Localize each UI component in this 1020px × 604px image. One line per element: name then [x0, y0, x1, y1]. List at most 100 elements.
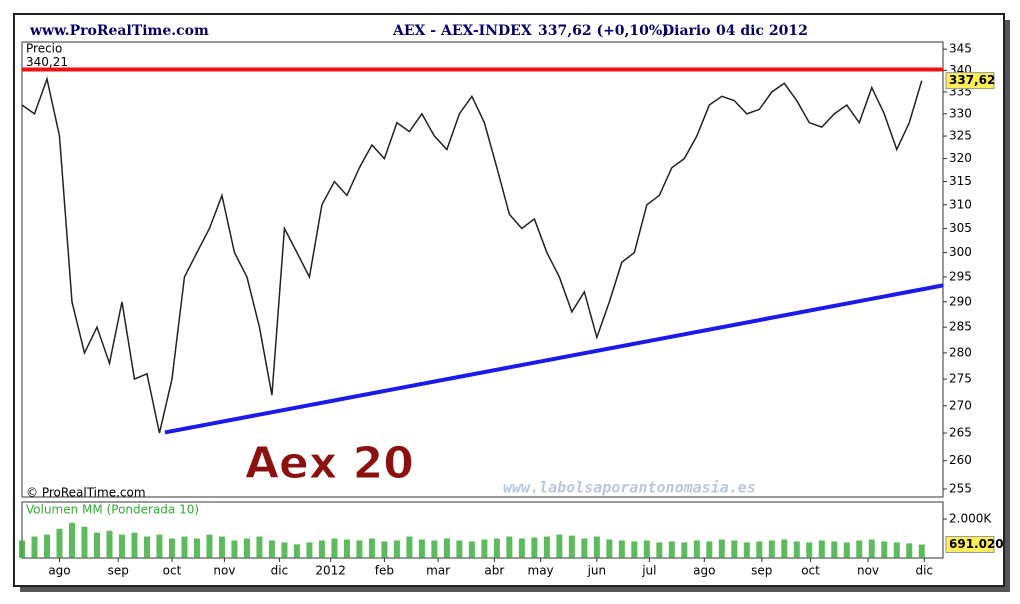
resistance-label: 340,21	[26, 55, 68, 69]
volume-bar	[243, 538, 250, 558]
volume-bar	[768, 540, 775, 558]
volume-bar	[693, 540, 700, 558]
x-tick-label: jul	[641, 564, 656, 578]
volume-bar	[256, 536, 263, 558]
volume-bar	[756, 541, 763, 558]
volume-bar	[856, 540, 863, 558]
volume-bar	[681, 542, 688, 558]
volume-bar	[568, 535, 575, 558]
x-tick-label: oct	[163, 564, 182, 578]
volume-bar	[918, 544, 925, 558]
volume-bar	[643, 540, 650, 558]
volume-bar	[518, 538, 525, 558]
quote: 337,62 (+0,10%)	[538, 23, 669, 39]
volume-bar	[31, 536, 38, 558]
volume-bar	[906, 543, 913, 558]
y-tick-label: 345	[949, 42, 972, 56]
volume-bar	[206, 534, 213, 558]
y-tick-label: 330	[949, 106, 972, 120]
volume-bar	[93, 532, 100, 558]
volume-bar	[493, 538, 500, 558]
volume-bar	[218, 536, 225, 558]
y-tick-label: 270	[949, 398, 972, 412]
volume-bar	[293, 544, 300, 558]
date: 04 dic 2012	[716, 23, 808, 39]
volume-bar	[468, 541, 475, 558]
volume-bar	[181, 536, 188, 558]
volume-bar	[781, 539, 788, 558]
x-tick-label: abr	[484, 564, 504, 578]
y-tick-label: 320	[949, 151, 972, 165]
period: Diario	[662, 23, 711, 39]
volume-bar	[706, 541, 713, 558]
y-tick-label: 260	[949, 453, 972, 467]
volume-bar	[606, 539, 613, 558]
volume-bar	[418, 539, 425, 558]
volume-bar	[481, 539, 488, 558]
y-tick-label: 255	[949, 481, 972, 495]
volume-bar	[618, 540, 625, 558]
volume-bar	[718, 539, 725, 558]
volume-bar	[556, 534, 563, 558]
annotation: Aex 20	[245, 438, 414, 489]
x-tick-label: jun	[587, 564, 607, 578]
volume-bar	[56, 528, 63, 558]
volume-bar	[331, 538, 338, 558]
volume-bar	[281, 542, 288, 558]
volume-title: Volumen MM (Ponderada 10)	[26, 503, 199, 517]
volume-bar	[343, 539, 350, 558]
volume-bar	[131, 532, 138, 558]
x-tick-label: sep	[751, 564, 772, 578]
volume-bar	[656, 542, 663, 558]
instrument: AEX - AEX-INDEX	[392, 23, 532, 39]
volume-bar	[43, 534, 50, 558]
volume-bar	[631, 541, 638, 558]
current-box	[945, 536, 995, 554]
x-tick-label: ago	[693, 564, 715, 578]
volume-bar	[393, 540, 400, 558]
volume-bar	[868, 539, 875, 558]
volume-bar	[143, 536, 150, 558]
volume-bar	[543, 536, 550, 558]
volume-bar	[268, 540, 275, 558]
volume-bar	[318, 540, 325, 558]
volume-bar	[168, 538, 175, 558]
volume-bar	[81, 526, 88, 558]
current-box	[945, 72, 995, 90]
volume-bar	[156, 534, 163, 558]
volume-bar	[406, 536, 413, 558]
volume-bar	[381, 541, 388, 558]
x-tick-label: may	[528, 564, 554, 578]
volume-bar	[368, 538, 375, 558]
x-tick-label: nov	[857, 564, 879, 578]
volume-bar	[118, 534, 125, 558]
volume-bar	[19, 540, 25, 558]
y-tick-label: 265	[949, 426, 972, 440]
x-tick-label: ago	[48, 564, 70, 578]
x-tick-label: nov	[213, 564, 235, 578]
volume-bar	[306, 542, 313, 558]
price-line	[21, 76, 923, 434]
x-tick-label: sep	[108, 564, 129, 578]
x-tick-label: dic	[271, 564, 289, 578]
volume-bar	[356, 540, 363, 558]
volume-bar	[881, 541, 888, 558]
x-tick-label: oct	[801, 564, 820, 578]
volume-bar	[193, 538, 200, 558]
volume-bar	[506, 536, 513, 558]
volume-bar	[593, 536, 600, 558]
volume-bar	[793, 541, 800, 558]
y-tick-label: 310	[949, 197, 972, 211]
volume-bar	[106, 530, 113, 558]
watermark: www.labolsaporantonomasia.es	[503, 479, 756, 497]
volume-bar	[806, 542, 813, 558]
volume-bar	[818, 540, 825, 558]
trend-line	[164, 283, 944, 435]
site: www.ProRealTime.com	[29, 23, 209, 39]
copyright: © ProRealTime.com	[26, 486, 146, 500]
y-tick-label: 285	[949, 320, 972, 334]
y-tick-label: 275	[949, 372, 972, 386]
volume-bar	[443, 538, 450, 558]
x-tick-label: feb	[375, 564, 394, 578]
